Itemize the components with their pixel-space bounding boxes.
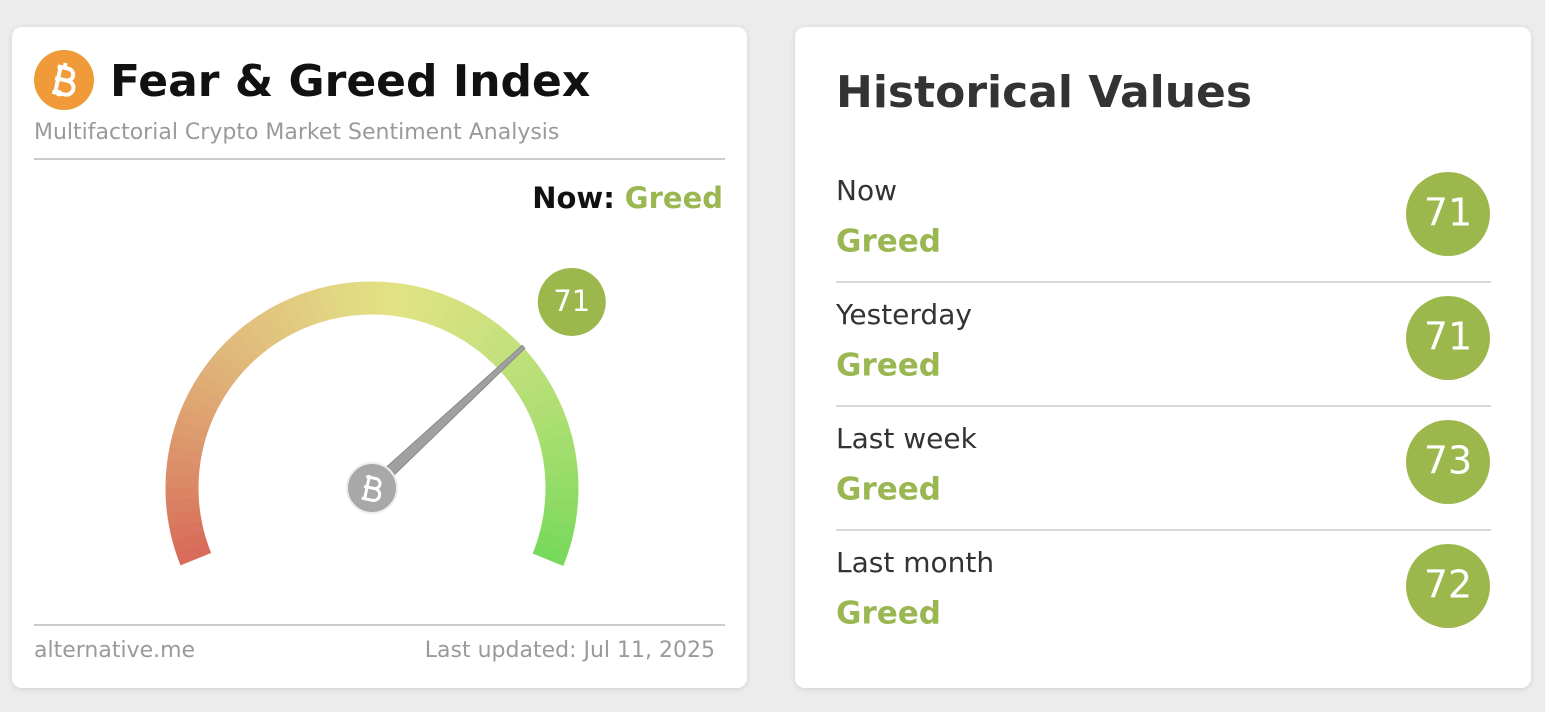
row-classification: Greed xyxy=(836,596,941,632)
now-line: Now: Greed xyxy=(532,181,723,215)
gauge-arc xyxy=(217,341,251,374)
gauge-arc xyxy=(200,361,236,392)
gauge-arc xyxy=(166,508,202,527)
gauge-arc xyxy=(208,350,243,382)
gauge-arc xyxy=(169,432,205,454)
history-rows: Now Greed 71 Yesterday Greed 71 Last week Greed… xyxy=(835,172,1491,632)
gauge-arc xyxy=(281,296,307,333)
gauge-arc xyxy=(169,519,205,540)
gauge-arc xyxy=(257,308,287,344)
gauge-arc xyxy=(544,497,579,515)
gauge-arc xyxy=(383,281,400,317)
row-value: 71 xyxy=(1424,191,1472,235)
gauge-arc xyxy=(542,509,577,528)
gauge-arc xyxy=(416,288,439,324)
gauge-arc xyxy=(193,371,229,401)
gauge-arc xyxy=(166,459,201,476)
gauge-arc xyxy=(448,302,476,338)
gauge-arc xyxy=(181,395,218,421)
gauge-arc xyxy=(246,315,277,351)
bitcoin-logo xyxy=(34,50,94,110)
gauge-arc xyxy=(509,361,544,392)
gauge-arc xyxy=(536,531,572,554)
gauge-arc xyxy=(175,541,212,566)
history-title: Historical Values xyxy=(836,67,1252,118)
gauge-arc xyxy=(269,302,297,338)
gauge: 71 xyxy=(165,267,606,566)
value-circle xyxy=(1406,172,1490,256)
gauge-arc xyxy=(535,420,572,443)
gauge-arc xyxy=(394,283,413,318)
gauge-arc xyxy=(539,433,575,454)
gauge-arc xyxy=(236,323,268,358)
gauge-arc xyxy=(437,297,464,333)
hub-logo xyxy=(361,474,382,502)
gauge-arc xyxy=(477,323,509,358)
row-classification: Greed xyxy=(836,472,941,508)
now-label: Now: xyxy=(532,181,615,215)
last-updated: Last updated: Jul 11, 2025 xyxy=(425,638,715,663)
gauge-arc xyxy=(171,530,208,553)
gauge-arc xyxy=(187,383,223,411)
row-classification: Greed xyxy=(836,348,941,384)
row-classification: Greed xyxy=(836,224,941,260)
gauge-arc xyxy=(405,285,426,321)
gauge-arc xyxy=(521,383,558,412)
source: alternative.me xyxy=(34,638,195,663)
gauge-arc xyxy=(467,316,498,351)
gauge-arc xyxy=(226,331,259,365)
value-badge xyxy=(537,267,606,336)
gauge-arc xyxy=(305,288,328,324)
gauge-arc xyxy=(485,332,518,366)
title: Fear & Greed Index xyxy=(110,56,590,107)
gauge-arc xyxy=(531,407,568,432)
value-circle xyxy=(1406,544,1490,628)
row-label: Yesterday xyxy=(835,298,972,331)
gauge-arc xyxy=(532,542,569,566)
gauge-arc xyxy=(515,372,551,402)
row-value: 72 xyxy=(1424,563,1472,607)
gauge-arc xyxy=(293,292,318,328)
gauge-arc xyxy=(458,308,487,344)
value-badge-label: 71 xyxy=(553,284,590,318)
row-label: Last month xyxy=(836,546,994,579)
gauge-arc xyxy=(345,281,362,316)
gauge-arc xyxy=(167,445,203,465)
gauge-arc xyxy=(331,283,351,318)
value-circle xyxy=(1406,296,1490,380)
row-value: 73 xyxy=(1424,439,1472,483)
gauge-arc xyxy=(318,285,339,321)
gauge-arc xyxy=(172,419,209,443)
gauge-arc xyxy=(543,459,579,477)
row-label: Last week xyxy=(836,422,978,455)
gauge-arc xyxy=(165,497,200,514)
gauge-arc xyxy=(541,446,577,465)
gauge-arc xyxy=(501,351,536,383)
subtitle: Multifactorial Crypto Market Sentiment A… xyxy=(34,120,559,145)
now-classification: Greed xyxy=(625,181,723,215)
gauge-arc xyxy=(176,407,213,432)
gauge-arc xyxy=(427,292,452,328)
row-value: 71 xyxy=(1424,315,1472,359)
row-label: Now xyxy=(836,174,897,207)
history-card xyxy=(795,27,1531,688)
gauge-arc xyxy=(527,395,563,422)
gauge-arc xyxy=(165,472,200,487)
gauge-arc xyxy=(539,520,575,541)
value-circle xyxy=(1406,420,1490,504)
